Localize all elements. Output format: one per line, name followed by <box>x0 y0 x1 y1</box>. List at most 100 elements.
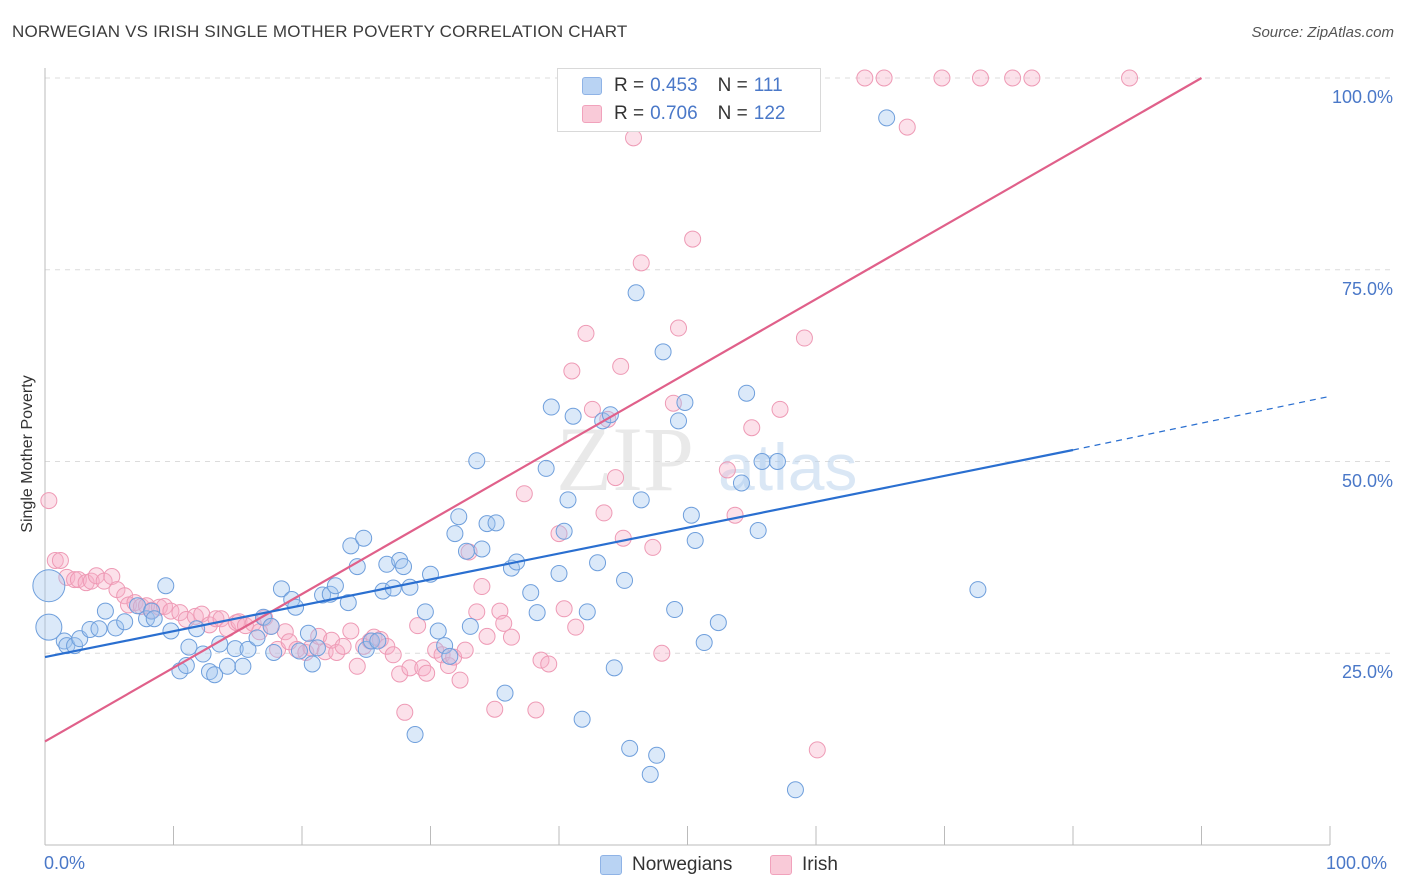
norwegian-point <box>272 580 290 598</box>
norwegian-point <box>107 619 125 637</box>
irish-point <box>771 400 789 418</box>
irish-point <box>540 655 558 673</box>
chart-title: NORWEGIAN VS IRISH SINGLE MOTHER POVERTY… <box>12 22 628 41</box>
irish-point <box>726 506 744 524</box>
norwegian-point <box>542 398 560 416</box>
norwegian-point <box>621 739 639 757</box>
irish-point <box>328 643 346 661</box>
norwegian-point <box>732 474 750 492</box>
irish-point <box>468 603 486 621</box>
irish-point <box>495 614 513 632</box>
irish-point <box>162 602 180 620</box>
norwegian-point <box>90 620 108 638</box>
norwegian-point <box>299 624 317 642</box>
norwegian-point <box>436 637 454 655</box>
norwegian-point <box>35 613 63 641</box>
norwegian-point <box>226 640 244 658</box>
norwegian-point <box>357 640 375 658</box>
y-tick-label-25: 25.0% <box>1341 662 1393 683</box>
norwegian-point <box>461 617 479 635</box>
norwegian-trend-line <box>44 448 1074 659</box>
irish-point <box>583 400 601 418</box>
irish-point <box>856 69 874 87</box>
n-label: N = <box>717 75 748 96</box>
irish-point <box>384 646 402 664</box>
irish-point <box>1004 69 1022 87</box>
norwegian-point <box>786 781 804 799</box>
norwegian-point <box>180 638 198 656</box>
source-label: Source: ZipAtlas.com <box>1251 24 1394 41</box>
legend-row-irish: R = 0.706 N = 122 <box>582 101 785 127</box>
irish-point <box>898 118 916 136</box>
norwegian-point <box>303 655 321 673</box>
irish-point <box>577 324 595 342</box>
irish-point <box>971 69 989 87</box>
irish-point <box>614 529 632 547</box>
norwegian-point <box>234 657 252 675</box>
bottom-legend-swatch-norwegians <box>600 855 622 875</box>
norwegian-point <box>555 522 573 540</box>
stats-legend: R = 0.453 N = 111 R = 0.706 N = 122 <box>557 68 821 132</box>
irish-point <box>595 504 613 522</box>
irish-point <box>334 637 352 655</box>
n-label: N = <box>717 103 748 124</box>
norwegian-point <box>81 620 99 638</box>
irish-point <box>451 671 469 689</box>
norwegian-trend-extension <box>1072 395 1331 451</box>
norwegian-point <box>96 602 114 620</box>
legend-row-norwegians: R = 0.453 N = 111 <box>582 73 783 99</box>
irish-point <box>82 572 100 590</box>
norwegian-point <box>262 617 280 635</box>
watermark: ZIP atlas <box>556 408 857 510</box>
irish-point <box>1023 69 1041 87</box>
norwegian-point <box>654 343 672 361</box>
irish-point <box>456 641 474 659</box>
irish-point <box>532 651 550 669</box>
norwegian-point <box>616 571 634 589</box>
norwegian-point <box>878 109 896 127</box>
irish-point <box>40 492 58 510</box>
irish-point <box>138 597 156 615</box>
norwegian-point <box>157 577 175 595</box>
r-value-norwegians: 0.453 <box>650 75 698 96</box>
axes <box>44 68 1331 846</box>
irish-point <box>743 419 761 437</box>
norwegian-point <box>632 491 650 509</box>
irish-point <box>418 664 436 682</box>
irish-point <box>653 644 671 662</box>
norwegian-point <box>441 647 459 665</box>
r-label: R = <box>614 75 645 96</box>
norwegian-points <box>32 109 987 799</box>
irish-point <box>439 657 457 675</box>
norwegian-point <box>522 584 540 602</box>
irish-point <box>875 69 893 87</box>
norwegian-point <box>468 452 486 470</box>
irish-point <box>625 129 643 147</box>
norwegian-point <box>473 540 491 558</box>
norwegian-point <box>446 525 464 543</box>
irish-point <box>644 538 662 556</box>
norwegian-point <box>695 634 713 652</box>
watermark-atlas: atlas <box>718 430 857 504</box>
bottom-legend-label-norwegians: Norwegians <box>632 854 733 875</box>
norwegian-point <box>429 622 447 640</box>
irish-point <box>103 568 121 586</box>
irish-point <box>933 69 951 87</box>
irish-point <box>120 596 138 614</box>
trend-lines <box>44 77 1331 743</box>
norwegian-point <box>457 542 475 560</box>
norwegian-point <box>378 555 396 573</box>
irish-point <box>473 578 491 596</box>
legend-swatch-norwegians <box>582 77 602 95</box>
irish-point <box>684 230 702 248</box>
irish-point <box>567 618 585 636</box>
norwegian-point <box>528 604 546 622</box>
legend-swatch-irish <box>582 105 602 123</box>
norwegian-point <box>218 657 236 675</box>
norwegian-point <box>450 508 468 526</box>
norwegian-point <box>239 640 257 658</box>
norwegian-point <box>290 642 308 660</box>
n-value-irish: 122 <box>753 103 786 124</box>
norwegian-point <box>206 666 224 684</box>
